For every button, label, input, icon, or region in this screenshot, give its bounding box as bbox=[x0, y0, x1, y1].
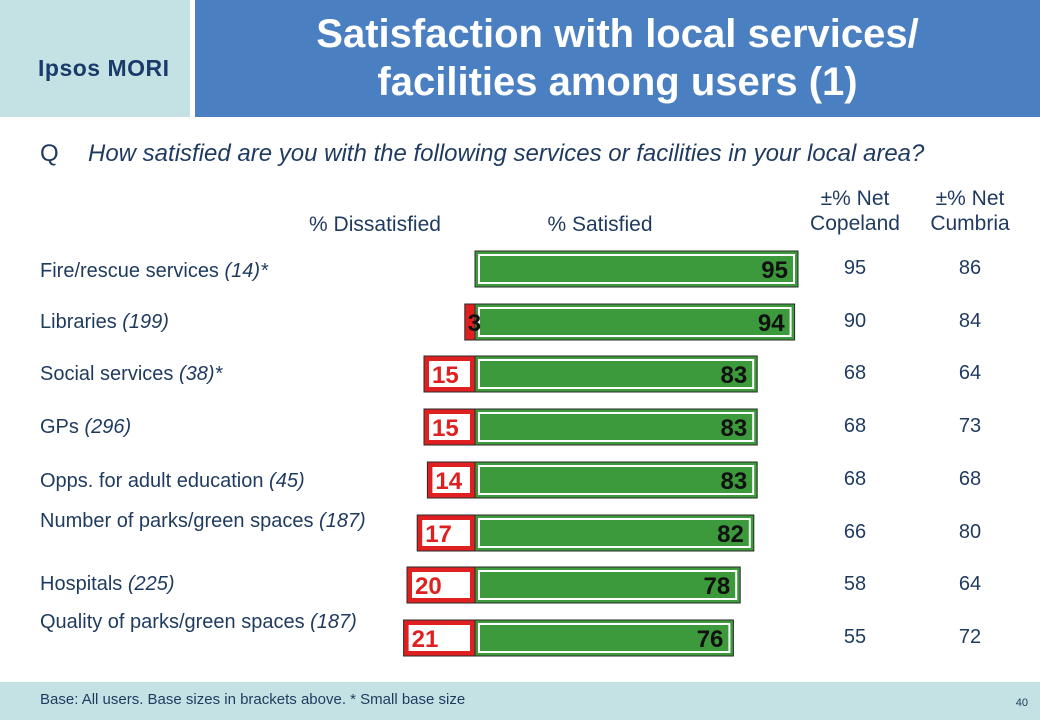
dissatisfied-value-label: 14 bbox=[435, 468, 462, 495]
base-note: Base: All users. Base sizes in brackets … bbox=[40, 691, 466, 708]
row-label: Fire/rescue services (14)* bbox=[40, 260, 268, 282]
net-copeland-value: 95 bbox=[843, 257, 867, 279]
dissatisfied-label-box bbox=[429, 414, 470, 440]
header-net-cumbria-line-1: ±% Net bbox=[935, 187, 1005, 210]
net-copeland-value: 66 bbox=[843, 521, 867, 543]
row-base-size: (38)* bbox=[178, 363, 223, 385]
row-label-text: Fire/rescue services bbox=[40, 260, 225, 282]
dissatisfied-value-label: 20 bbox=[415, 573, 442, 600]
row-label-text: Social services bbox=[40, 363, 179, 385]
satisfied-bar bbox=[474, 619, 734, 657]
row-label: Number of parks/green spaces (187) bbox=[40, 510, 410, 532]
satisfied-bar-inner-border bbox=[478, 570, 738, 600]
dissatisfied-value-label: 21 bbox=[412, 626, 439, 653]
satisfied-bar bbox=[474, 355, 758, 393]
satisfied-bar-inner-border bbox=[478, 254, 795, 284]
page-number: 40 bbox=[1015, 697, 1028, 709]
dissatisfied-value-label: 3 bbox=[468, 310, 481, 337]
net-copeland-value: 55 bbox=[843, 626, 867, 648]
row-base-size: (14)* bbox=[224, 260, 268, 282]
row-base-size: (199) bbox=[122, 311, 169, 333]
question-text: How satisfied are you with the following… bbox=[88, 140, 925, 167]
dissatisfied-value-label: 17 bbox=[425, 521, 452, 548]
logo-panel: Ipsos MORI bbox=[0, 0, 190, 117]
net-cumbria-value: 84 bbox=[958, 310, 982, 332]
title-banner: Satisfaction with local services/ facili… bbox=[195, 0, 1040, 117]
satisfied-value-label: 94 bbox=[758, 310, 785, 337]
row-label-text: Quality of parks/green spaces bbox=[40, 611, 311, 633]
row-base-size: (225) bbox=[127, 573, 175, 595]
page-title-line-1: Satisfaction with local services/ bbox=[316, 12, 919, 56]
dissatisfied-value-label: 15 bbox=[432, 362, 459, 389]
dissatisfied-label-box bbox=[432, 467, 470, 493]
page-title-line-2: facilities among users (1) bbox=[377, 60, 858, 104]
header-satisfied: % Satisfied bbox=[547, 213, 653, 236]
page-title: Satisfaction with local services/ facili… bbox=[195, 10, 1040, 106]
satisfied-bar-inner-border bbox=[478, 623, 731, 653]
net-copeland-value: 90 bbox=[843, 310, 867, 332]
row-base-size: (45) bbox=[269, 470, 305, 492]
row-label: Social services (38)* bbox=[40, 363, 222, 385]
satisfied-bar-inner-border bbox=[478, 307, 792, 337]
satisfied-bar bbox=[474, 461, 758, 499]
row-label-text: Libraries bbox=[40, 311, 123, 333]
row-label: GPs (296) bbox=[40, 416, 131, 438]
net-cumbria-value: 86 bbox=[958, 257, 982, 279]
dissatisfied-label-box bbox=[408, 625, 470, 651]
dissatisfied-label-box bbox=[422, 520, 470, 546]
satisfied-bar bbox=[474, 566, 741, 604]
header-net-copeland-line-1: ±% Net bbox=[820, 187, 890, 210]
net-cumbria-value: 64 bbox=[958, 362, 982, 384]
net-copeland-value: 58 bbox=[843, 573, 867, 595]
satisfied-bar bbox=[474, 250, 799, 288]
row-label-text: GPs bbox=[40, 416, 85, 438]
satisfied-bar-inner-border bbox=[478, 518, 751, 548]
ipsos-mori-logo: Ipsos MORI bbox=[38, 55, 170, 81]
satisfied-bar-inner-border bbox=[478, 359, 755, 389]
net-cumbria-value: 72 bbox=[958, 626, 982, 648]
header-net-copeland: ±% Net Copeland bbox=[790, 186, 920, 236]
satisfied-bar bbox=[474, 408, 758, 446]
dissatisfied-value-label: 15 bbox=[432, 415, 459, 442]
net-copeland-value: 68 bbox=[843, 362, 867, 384]
satisfied-bar bbox=[474, 514, 755, 552]
header-net-cumbria-line-2: Cumbria bbox=[930, 212, 1010, 235]
footer: Base: All users. Base sizes in brackets … bbox=[0, 682, 1040, 720]
satisfied-value-label: 83 bbox=[720, 468, 747, 495]
row-base-size: (187) bbox=[319, 510, 366, 532]
header-net-cumbria: ±% Net Cumbria bbox=[910, 186, 1030, 236]
satisfied-value-label: 83 bbox=[720, 415, 747, 442]
net-cumbria-value: 64 bbox=[958, 573, 982, 595]
row-base-size: (187) bbox=[310, 611, 357, 633]
satisfied-bar-inner-border bbox=[478, 465, 755, 495]
satisfied-value-label: 76 bbox=[697, 626, 724, 653]
net-copeland-value: 68 bbox=[843, 468, 867, 490]
question-letter: Q bbox=[40, 140, 59, 167]
header-net-copeland-line-2: Copeland bbox=[810, 212, 900, 235]
satisfied-value-label: 82 bbox=[717, 521, 744, 548]
row-label-text: Number of parks/green spaces bbox=[40, 510, 320, 532]
net-cumbria-value: 68 bbox=[958, 468, 982, 490]
satisfied-bar bbox=[474, 303, 796, 341]
net-copeland-value: 68 bbox=[843, 415, 867, 437]
row-base-size: (296) bbox=[84, 416, 132, 438]
row-label-text: Opps. for adult education bbox=[40, 470, 270, 492]
net-cumbria-value: 80 bbox=[958, 521, 982, 543]
satisfied-value-label: 78 bbox=[703, 573, 730, 600]
satisfied-bar-inner-border bbox=[478, 412, 755, 442]
dissatisfied-label-box bbox=[429, 361, 470, 387]
satisfied-value-label: 95 bbox=[761, 257, 788, 284]
net-cumbria-value: 73 bbox=[958, 415, 982, 437]
row-label: Quality of parks/green spaces (187) bbox=[40, 611, 410, 633]
dissatisfied-label-box bbox=[412, 572, 470, 598]
header-dissatisfied: % Dissatisfied bbox=[309, 213, 441, 236]
row-label: Libraries (199) bbox=[40, 311, 169, 333]
diverging-bar-chart: 95 3 94 15 83 15 83 14 83 17 82 20 78 21 76 bbox=[403, 250, 799, 657]
row-label-text: Hospitals bbox=[40, 573, 128, 595]
row-label: Hospitals (225) bbox=[40, 573, 175, 595]
satisfied-value-label: 83 bbox=[720, 362, 747, 389]
row-label: Opps. for adult education (45) bbox=[40, 470, 305, 492]
